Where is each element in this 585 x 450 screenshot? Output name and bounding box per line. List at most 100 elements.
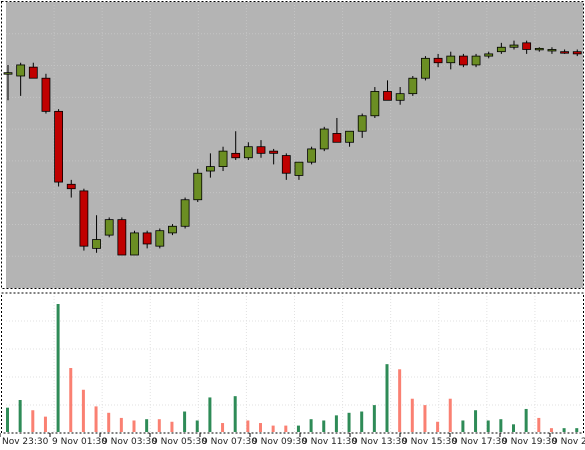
bullish-candle	[496, 46, 506, 53]
bearish-candle	[231, 152, 241, 159]
volume-bar	[69, 368, 73, 432]
volume-bar	[385, 364, 389, 432]
volume-bar	[119, 417, 123, 432]
volume-bar	[18, 400, 22, 432]
bearish-candle	[458, 55, 468, 66]
bullish-candle	[307, 148, 317, 163]
bullish-candle	[509, 44, 519, 48]
price-panel	[1, 1, 584, 289]
bullish-candle	[534, 47, 544, 51]
bullish-candle	[193, 172, 203, 201]
volume-bar	[81, 389, 85, 432]
volume-bar	[486, 420, 490, 432]
volume-bar	[157, 419, 161, 432]
volume-bar	[461, 420, 465, 432]
volume-bar	[233, 396, 237, 432]
bullish-candle	[243, 146, 253, 159]
volume-bar	[208, 397, 212, 432]
bearish-candle	[41, 77, 51, 112]
volume-bar	[575, 428, 579, 432]
bearish-candle	[383, 91, 392, 101]
bullish-candle	[547, 49, 557, 52]
price-panel-border	[1, 1, 584, 289]
time-tick-label: 9 Nov 03:30	[102, 437, 157, 447]
time-axis: Nov 23:30 9 Nov 01:309 Nov 03:309 Nov 05:…	[0, 433, 585, 447]
volume-bar	[6, 407, 9, 432]
volume-bar	[170, 421, 174, 432]
volume-bar	[423, 405, 427, 432]
bearish-candle	[522, 42, 532, 50]
volume-bar	[43, 416, 47, 432]
volume-bar	[549, 428, 553, 432]
volume-bar	[334, 415, 338, 432]
bullish-candle	[294, 161, 304, 176]
price-panel-background	[6, 2, 583, 288]
volume-bar	[195, 420, 199, 432]
volume-bar	[512, 424, 515, 432]
volume-bars-layer	[6, 304, 579, 432]
volume-bar	[448, 398, 452, 432]
time-tick-label: 9 Nov 17:30	[452, 437, 507, 447]
bearish-candle	[28, 66, 38, 79]
volume-bar	[347, 412, 351, 432]
bullish-candle	[345, 130, 354, 143]
bearish-candle	[281, 155, 291, 174]
bullish-candle	[155, 230, 165, 247]
time-tick-label: 9 Nov 05:30	[152, 437, 207, 447]
bullish-candle	[319, 128, 329, 150]
bullish-candle	[130, 232, 139, 256]
volume-bar	[296, 425, 300, 432]
volume-bar	[56, 304, 60, 432]
volume-bar	[499, 419, 503, 432]
volume-bar	[372, 405, 376, 432]
time-tick-label: 9 Nov 21:30	[552, 437, 585, 447]
volume-panel-border	[1, 292, 584, 434]
bullish-candle	[16, 64, 26, 77]
bearish-candle	[572, 51, 582, 55]
bullish-candle	[421, 57, 430, 79]
volume-bar	[398, 369, 402, 432]
bearish-candle	[332, 133, 342, 143]
bearish-candle	[54, 110, 63, 183]
bullish-candle	[370, 91, 380, 117]
volume-bar	[183, 411, 187, 432]
bullish-candle	[408, 77, 418, 95]
volume-bar	[221, 423, 225, 432]
volume-bar	[31, 410, 35, 432]
bearish-candle	[117, 219, 127, 256]
volume-bar	[132, 420, 136, 432]
time-tick-label: 9 Nov 19:30	[502, 437, 557, 447]
time-tick-label: 9 Nov 11:30	[302, 437, 357, 447]
time-tick-label: 9 Nov 01:30	[52, 437, 107, 447]
bullish-candle	[446, 55, 456, 64]
volume-bar	[322, 420, 326, 432]
volume-bar	[562, 428, 566, 432]
time-tick-label: 9 Nov 09:30	[252, 437, 307, 447]
time-tick-label: Nov 23:30	[2, 437, 49, 447]
bullish-candle	[471, 55, 481, 66]
volume-bar	[284, 425, 288, 432]
time-tick-label: 9 Nov 15:30	[402, 437, 457, 447]
price-grid	[6, 2, 583, 288]
bearish-candle	[142, 232, 152, 245]
bullish-candle	[484, 53, 494, 57]
bullish-candle	[168, 225, 177, 234]
bearish-candle	[433, 57, 443, 64]
volume-bar	[145, 419, 149, 432]
bullish-candle	[218, 150, 228, 168]
volume-bar	[474, 410, 478, 432]
bearish-candle	[256, 146, 266, 154]
volume-bar	[436, 421, 440, 432]
volume-bar	[107, 412, 111, 432]
volume-bar	[360, 411, 364, 432]
volume-panel	[1, 292, 584, 434]
volume-bar	[524, 408, 528, 432]
bullish-candle	[180, 199, 190, 227]
volume-bar	[259, 423, 262, 432]
volume-bar	[410, 398, 414, 432]
volume-bar	[246, 420, 250, 432]
bearish-candle	[66, 183, 76, 190]
volume-grid	[6, 293, 583, 433]
bearish-candle	[560, 51, 569, 54]
bullish-candle	[3, 72, 13, 75]
